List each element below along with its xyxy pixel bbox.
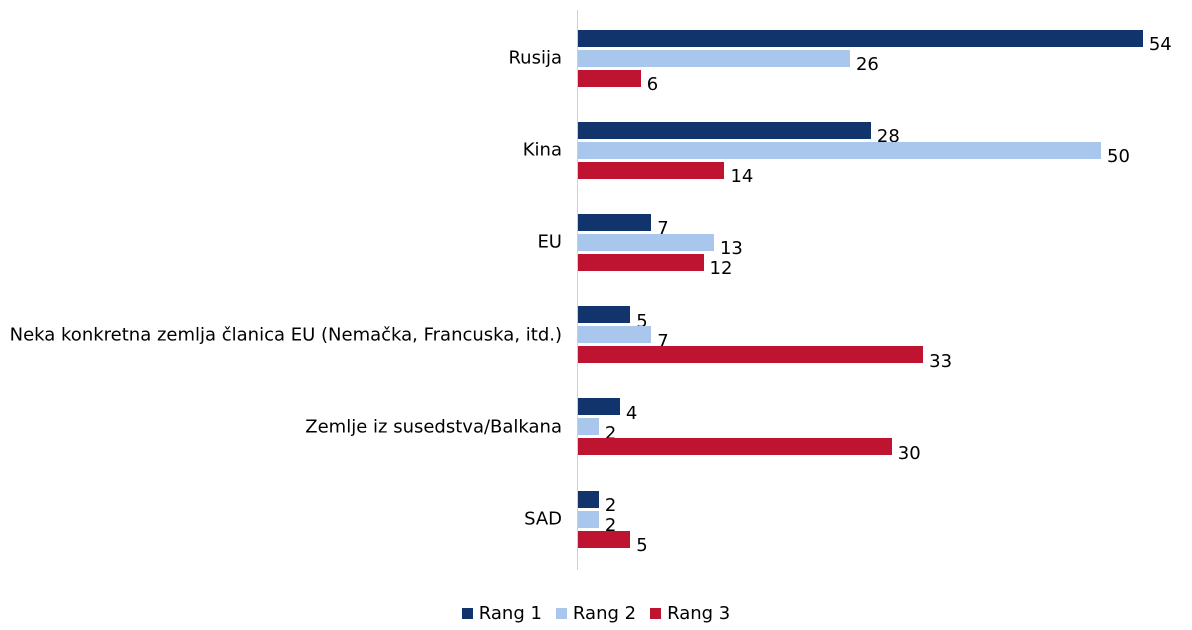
bar [578, 398, 620, 416]
bar [578, 418, 599, 436]
value-label: 26 [855, 54, 879, 75]
value-label: 4 [625, 402, 638, 424]
bar [578, 490, 599, 508]
bar [578, 438, 892, 456]
bar [578, 233, 714, 251]
axis-line [577, 10, 578, 570]
legend-item: Rang 2 [555, 603, 637, 624]
legend: Rang 1 Rang 2 Rang 3 [0, 603, 1192, 624]
value-label: 7 [657, 218, 669, 240]
bar [578, 69, 641, 87]
value-label: 50 [1107, 146, 1130, 168]
bar [578, 326, 652, 344]
legend-item: Rang 3 [650, 603, 730, 624]
category-label: Kina [522, 139, 562, 161]
value-label: 14 [730, 166, 754, 188]
value-label: 5 [636, 535, 648, 556]
legend-swatch [461, 608, 473, 619]
value-label: 7 [657, 330, 669, 352]
legend-swatch [555, 608, 567, 619]
value-label: 33 [929, 350, 953, 372]
category-label: SAD [524, 508, 562, 530]
bar [578, 510, 599, 528]
value-label: 2 [604, 495, 617, 516]
bar [578, 161, 725, 179]
legend-label: Rang 1 [478, 603, 542, 624]
bar [578, 306, 631, 324]
legend-label: Rang 2 [572, 603, 637, 624]
value-label: 30 [897, 442, 921, 464]
bar [578, 49, 850, 67]
bar [578, 141, 1101, 159]
value-label: 5 [636, 310, 648, 332]
value-label: 2 [604, 515, 617, 536]
bar [578, 213, 652, 231]
bar [578, 530, 631, 548]
legend-label: Rang 3 [667, 603, 731, 624]
category-label: Rusija [508, 47, 562, 69]
value-label: 13 [719, 238, 743, 260]
category-label: Neka konkretna zemlja članica EU (Nemačk… [9, 324, 562, 346]
bar [578, 253, 704, 271]
bar [578, 121, 871, 139]
value-label: 12 [709, 258, 733, 280]
legend-swatch [650, 608, 662, 619]
value-label: 6 [646, 74, 659, 95]
category-label: EU [537, 231, 562, 253]
value-label: 2 [604, 422, 617, 444]
bar [578, 346, 924, 364]
value-label: 54 [1148, 34, 1172, 55]
bar [578, 29, 1143, 47]
legend-item: Rang 1 [461, 603, 542, 624]
category-label: Zemlje iz susedstva/Balkana [305, 416, 562, 438]
